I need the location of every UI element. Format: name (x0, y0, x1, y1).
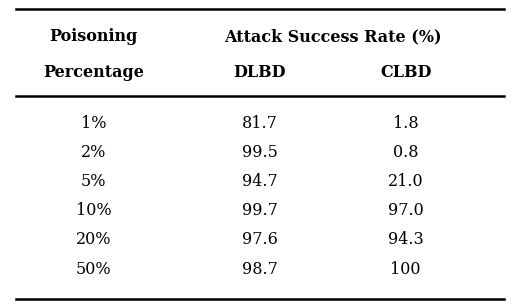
Text: CLBD: CLBD (380, 64, 431, 81)
Text: 94.3: 94.3 (388, 231, 423, 248)
Text: 10%: 10% (76, 202, 111, 219)
Text: 1%: 1% (81, 115, 107, 132)
Text: 0.8: 0.8 (393, 144, 419, 161)
Text: 98.7: 98.7 (242, 261, 278, 278)
Text: 100: 100 (391, 261, 421, 278)
Text: 94.7: 94.7 (242, 173, 278, 190)
Text: 20%: 20% (76, 231, 111, 248)
Text: 99.7: 99.7 (242, 202, 278, 219)
Text: 97.6: 97.6 (242, 231, 278, 248)
Text: 21.0: 21.0 (388, 173, 423, 190)
Text: 50%: 50% (76, 261, 111, 278)
Text: DLBD: DLBD (234, 64, 286, 81)
Text: Attack Success Rate (%): Attack Success Rate (%) (224, 28, 441, 45)
Text: 97.0: 97.0 (388, 202, 423, 219)
Text: 81.7: 81.7 (242, 115, 278, 132)
Text: 99.5: 99.5 (242, 144, 278, 161)
Text: Poisoning: Poisoning (49, 28, 138, 45)
Text: 2%: 2% (81, 144, 106, 161)
Text: 5%: 5% (81, 173, 107, 190)
Text: Percentage: Percentage (43, 64, 144, 81)
Text: 1.8: 1.8 (393, 115, 419, 132)
